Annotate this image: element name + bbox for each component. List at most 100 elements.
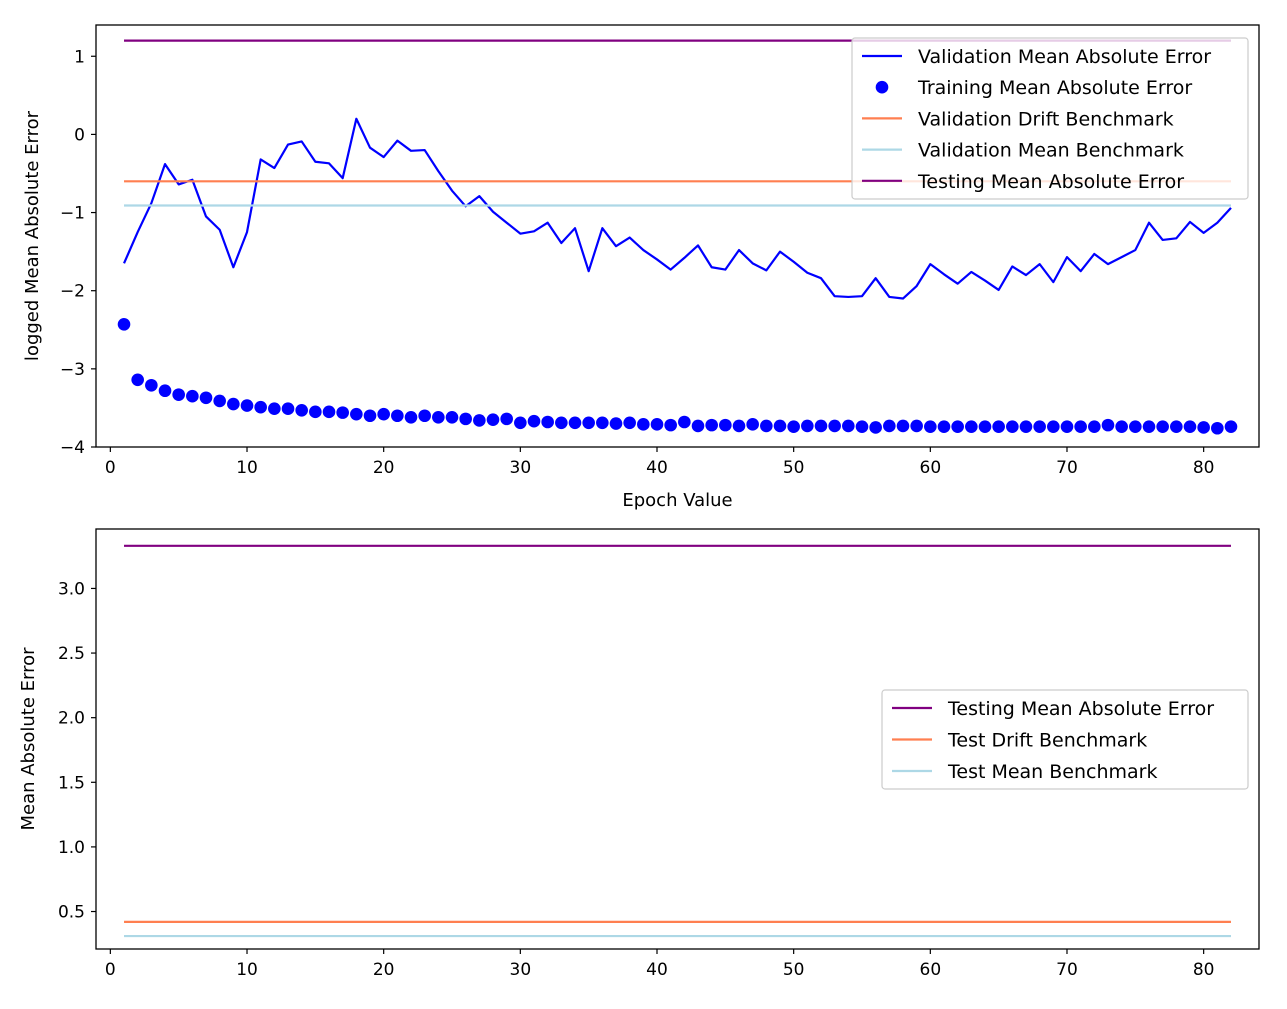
data-point — [896, 419, 910, 433]
data-point — [268, 402, 281, 416]
data-point — [391, 409, 404, 423]
y-tick-label: 1.5 — [58, 773, 85, 793]
data-point — [869, 421, 882, 434]
data-point — [1142, 420, 1156, 433]
data-point — [445, 411, 459, 424]
y-tick-label: 1 — [74, 47, 85, 67]
data-point — [1088, 420, 1101, 433]
x-tick-label: 80 — [1193, 458, 1215, 478]
data-point — [186, 389, 199, 403]
legend-label: Test Drift Benchmark — [947, 730, 1147, 752]
y-tick-label: 1.0 — [58, 838, 85, 858]
y-tick-label: 0 — [74, 125, 85, 145]
legend-label: Validation Mean Benchmark — [918, 140, 1184, 162]
data-point — [1033, 420, 1046, 433]
data-point — [295, 403, 308, 417]
data-point — [500, 412, 513, 426]
x-axis-label: Epoch Value — [622, 490, 732, 511]
x-tick-label: 40 — [646, 960, 668, 980]
legend-label: Validation Mean Absolute Error — [918, 46, 1211, 68]
data-point — [240, 399, 254, 412]
y-axis-label: Mean Absolute Error — [18, 647, 39, 831]
axes-frame — [95, 24, 1260, 448]
data-point — [527, 414, 541, 428]
data-point — [568, 416, 582, 430]
scatter-series-training-mean-absolute-error — [117, 318, 1238, 435]
data-point — [1156, 420, 1169, 433]
legend-label: Testing Mean Absolute Error — [947, 698, 1214, 720]
data-point — [787, 420, 800, 433]
data-point — [404, 411, 418, 424]
data-point — [1224, 420, 1238, 433]
data-point — [322, 405, 336, 419]
data-point — [691, 419, 705, 433]
data-point — [650, 418, 664, 431]
data-point — [541, 415, 554, 429]
data-point — [1047, 420, 1060, 433]
data-point — [350, 407, 363, 421]
x-tick-label: 80 — [1193, 960, 1215, 980]
x-tick-label: 30 — [510, 960, 532, 980]
data-point — [978, 420, 992, 433]
y-axis-label: logged Mean Absolute Error — [22, 110, 43, 361]
data-point — [828, 419, 841, 433]
x-tick-label: 70 — [1056, 458, 1078, 478]
data-point — [1115, 420, 1128, 433]
x-tick-label: 60 — [920, 960, 942, 980]
data-point — [992, 420, 1005, 433]
x-tick-label: 50 — [783, 960, 805, 980]
data-point — [760, 419, 773, 433]
data-point — [1101, 418, 1115, 432]
x-tick-label: 20 — [373, 960, 395, 980]
data-point — [336, 406, 349, 419]
data-point — [937, 420, 951, 433]
data-point — [131, 373, 144, 387]
data-point — [145, 378, 158, 392]
legend-label: Training Mean Absolute Error — [917, 77, 1192, 99]
data-point — [801, 419, 814, 433]
data-point — [664, 418, 677, 432]
data-point — [377, 407, 390, 421]
y-tick-label: 2.0 — [58, 709, 85, 729]
legend: Testing Mean Absolute Error Test Drift Be… — [881, 689, 1249, 790]
legend-box — [881, 689, 1249, 790]
data-point — [746, 418, 759, 431]
legend-box — [851, 37, 1249, 200]
data-point — [281, 402, 295, 416]
y-tick-label: −3 — [60, 360, 85, 380]
axes-frame — [95, 528, 1260, 950]
data-point — [842, 419, 855, 433]
series-line-validation-mean-absolute-error — [123, 117, 1232, 300]
data-point — [418, 409, 431, 423]
y-tick-label: −2 — [60, 282, 85, 302]
data-point — [951, 420, 964, 433]
data-point — [773, 419, 787, 433]
x-tick-label: 60 — [920, 458, 942, 478]
y-tick-label: −4 — [60, 438, 85, 458]
x-tick-label: 0 — [105, 960, 116, 980]
data-point — [227, 397, 240, 411]
y-tick-label: −1 — [60, 204, 85, 224]
data-point — [432, 411, 445, 424]
x-tick-label: 10 — [236, 960, 258, 980]
data-point — [1183, 420, 1197, 433]
y-tick-label: 3.0 — [58, 579, 85, 599]
x-tick-label: 40 — [646, 458, 668, 478]
data-point — [213, 394, 226, 408]
x-tick-label: 70 — [1056, 960, 1078, 980]
data-point — [1019, 420, 1033, 433]
data-point — [309, 405, 322, 419]
data-point — [1197, 421, 1210, 434]
data-point — [855, 420, 869, 433]
x-tick-label: 30 — [510, 458, 532, 478]
data-point — [732, 419, 746, 433]
data-point — [363, 409, 377, 423]
data-point — [910, 419, 923, 433]
data-point — [1211, 421, 1224, 435]
legend-label: Testing Mean Absolute Error — [917, 171, 1184, 193]
x-tick-label: 0 — [105, 458, 116, 478]
data-point — [158, 384, 172, 398]
data-point — [486, 413, 500, 426]
data-point — [1060, 420, 1074, 433]
